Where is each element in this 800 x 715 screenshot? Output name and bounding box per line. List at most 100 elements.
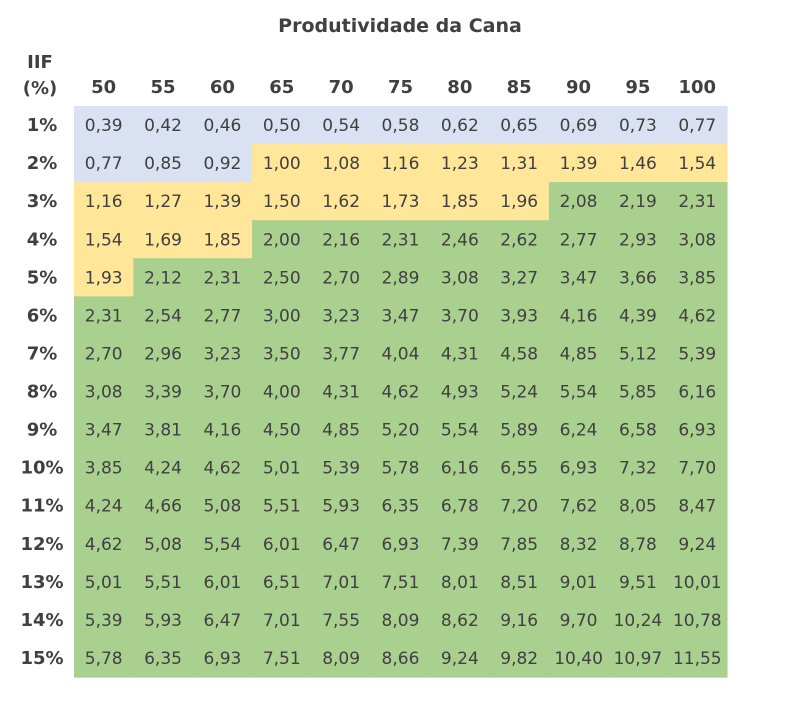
cell-bg [133,296,194,336]
cell-value: 3,50 [263,344,301,364]
cell-bg [489,144,550,183]
cell-bg [74,372,134,412]
cell-bg [608,486,669,526]
cell-bg [548,372,609,412]
cell-value: 7,39 [441,535,479,555]
cell-value: 3,47 [382,306,420,326]
cell-bg [74,562,134,602]
cell-value: 2,77 [560,230,598,250]
cell-bg [252,372,313,412]
column-header: 55 [151,77,176,98]
cell-value: 2,31 [382,230,420,250]
cell-value: 0,42 [144,116,182,136]
cell-value: 1,85 [441,192,479,212]
row-header: 5% [27,267,58,288]
cell-bg [489,448,550,488]
cell-bg [608,182,669,221]
cell-bg [548,448,609,488]
cell-value: 3,23 [322,306,360,326]
cell-value: 7,01 [263,611,301,631]
cell-bg [133,448,194,488]
cell-bg [252,258,313,297]
cell-value: 1,73 [382,192,420,212]
cell-bg [370,638,431,678]
cell-value: 1,69 [144,230,182,250]
cell-value: 1,16 [85,192,123,212]
column-header: 95 [625,77,650,98]
cell-bg [548,182,609,221]
cell-bg [667,448,728,488]
cell-bg [370,524,431,564]
cell-value: 4,62 [203,459,241,479]
row-header: 15% [20,648,63,669]
cell-value: 3,08 [678,230,716,250]
cell-value: 2,54 [144,306,182,326]
cell-bg [608,220,669,259]
row-header-label-line2: (%) [22,78,58,99]
cell-bg [548,486,609,526]
cell-value: 5,78 [85,649,123,669]
cell-value: 5,39 [322,459,360,479]
cell-bg [667,144,728,183]
cell-value: 5,24 [500,383,538,403]
cell-value: 10,01 [673,573,722,593]
cell-value: 4,85 [322,421,360,441]
cell-bg [133,220,194,259]
cell-bg [667,486,728,526]
cell-value: 10,97 [614,649,663,669]
cell-value: 1,39 [203,192,241,212]
cell-bg [370,334,431,374]
cell-bg [311,296,372,336]
cell-bg [667,600,728,640]
row-header-label-line1: IIF [27,52,53,73]
cell-bg [430,486,491,526]
cell-bg [311,106,372,145]
column-header: 90 [566,77,591,98]
row-header: 8% [27,382,58,403]
cell-value: 0,77 [85,154,123,174]
cell-value: 3,00 [263,306,301,326]
cell-value: 1,00 [263,154,301,174]
cell-value: 6,51 [263,573,301,593]
cell-value: 3,81 [144,421,182,441]
table-title: Produtividade da Cana [278,15,522,37]
cell-value: 3,47 [85,421,123,441]
cell-bg [430,220,491,259]
cell-value: 2,31 [678,192,716,212]
cell-value: 3,93 [500,306,538,326]
cell-bg [311,638,372,678]
cell-value: 9,16 [500,611,538,631]
cell-bg [608,144,669,183]
cell-bg [252,220,313,259]
cell-value: 1,96 [500,192,538,212]
cell-bg [192,600,253,640]
cell-bg [252,296,313,336]
cell-bg [608,600,669,640]
cell-value: 5,01 [85,573,123,593]
cell-value: 7,70 [678,459,716,479]
cell-bg [370,486,431,526]
cell-bg [608,638,669,678]
cell-bg [430,334,491,374]
cell-value: 2,50 [263,268,301,288]
cell-value: 6,16 [441,459,479,479]
cell-bg [252,448,313,488]
cell-bg [133,182,194,221]
cell-value: 6,58 [619,421,657,441]
cell-bg [548,144,609,183]
cell-value: 4,04 [382,344,420,364]
cell-value: 8,01 [441,573,479,593]
cell-value: 9,82 [500,649,538,669]
cell-value: 4,31 [322,383,360,403]
cell-value: 6,35 [144,649,182,669]
cell-value: 0,62 [441,116,479,136]
cell-value: 0,69 [560,116,598,136]
cell-value: 5,20 [382,421,420,441]
cell-value: 4,62 [678,306,716,326]
cell-value: 5,12 [619,344,657,364]
cell-bg [489,106,550,145]
cell-value: 6,35 [382,497,420,517]
cell-value: 5,78 [382,459,420,479]
cell-value: 6,01 [203,573,241,593]
cell-bg [133,144,194,183]
